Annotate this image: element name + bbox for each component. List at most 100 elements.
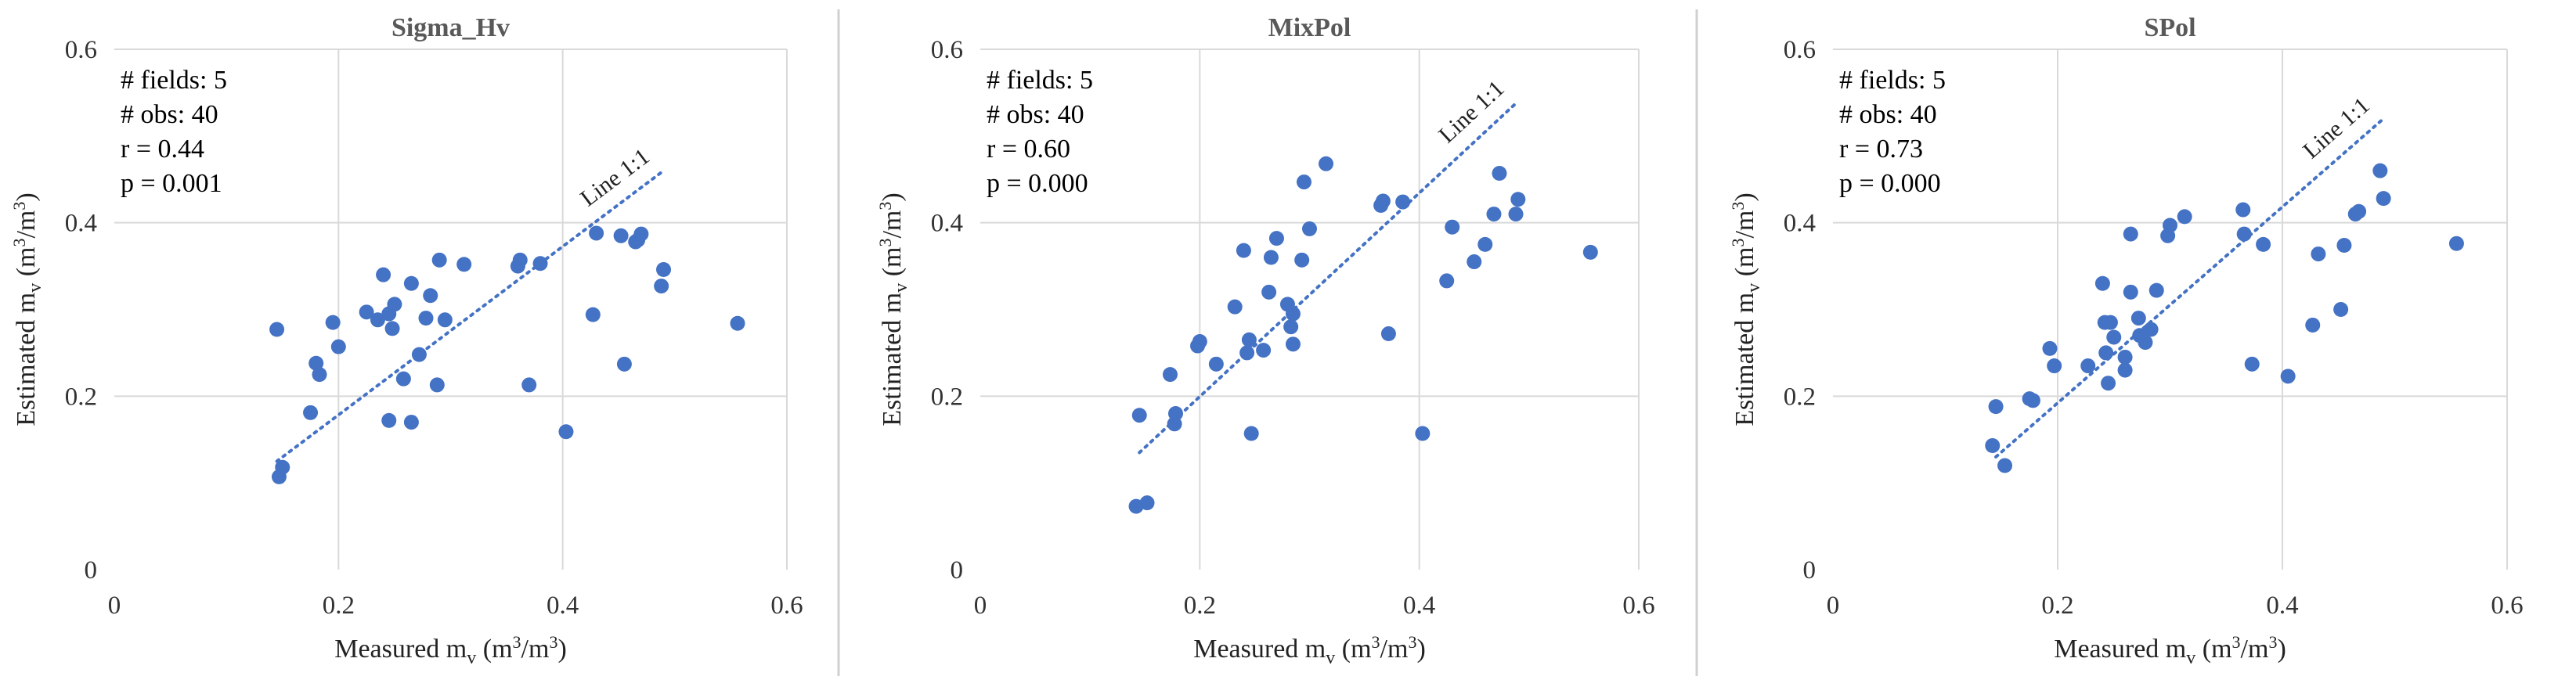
x-axis-label-unit: )	[2277, 635, 2286, 664]
y-axis-label-sup: 3	[1728, 202, 1748, 210]
data-point	[275, 459, 290, 475]
stats-line: r = 0.60	[987, 135, 1070, 164]
data-point	[1492, 165, 1507, 181]
y-axis-label-sub: v	[25, 283, 45, 293]
data-point	[1467, 254, 1482, 270]
y-axis-label-unit: )	[1730, 192, 1759, 201]
x-tick-label: 0.4	[547, 592, 579, 620]
data-point	[2080, 358, 2096, 374]
data-point	[1285, 306, 1301, 322]
y-axis-label-main: Estimated m	[1730, 293, 1759, 426]
stats-line: r = 0.73	[1839, 135, 1923, 164]
chart-title: Sigma_Hv	[391, 13, 510, 42]
data-point	[2101, 376, 2116, 391]
data-point	[2448, 236, 2464, 251]
data-point	[1302, 221, 1317, 236]
x-tick-label: 0.4	[1403, 592, 1435, 620]
x-axis-label-sub: v	[467, 648, 476, 668]
data-point	[585, 307, 601, 322]
x-axis-label-sup: 3	[1372, 632, 1380, 652]
data-point	[2025, 393, 2040, 408]
data-point	[1988, 399, 2004, 415]
x-tick-label: 0.2	[323, 592, 355, 620]
y-tick-label: 0.2	[931, 383, 963, 411]
y-axis-label-unit: (m	[878, 247, 907, 283]
data-point	[1227, 299, 1243, 315]
y-axis-label-sub: v	[891, 283, 911, 293]
data-point	[2280, 369, 2296, 384]
stats-line: # obs: 40	[987, 100, 1084, 129]
stats-line: p = 0.000	[1839, 169, 1941, 198]
y-tick-label: 0.2	[1784, 383, 1816, 411]
x-axis-label-unit: (m	[2195, 635, 2231, 664]
data-point	[2244, 356, 2260, 372]
data-point	[1375, 193, 1391, 209]
data-point	[1192, 334, 1207, 350]
data-point	[1139, 495, 1155, 511]
data-point	[616, 356, 632, 372]
data-point	[303, 405, 319, 420]
data-point	[2376, 191, 2391, 207]
x-axis-label-main: Measured m	[334, 635, 467, 664]
x-axis-label: Measured mv (m3/m3)	[2054, 632, 2286, 668]
y-axis-label-unit: /m	[12, 210, 41, 239]
x-axis-label-unit: (m	[476, 635, 512, 664]
y-axis-label-sup: 3	[9, 202, 29, 210]
data-point	[418, 311, 434, 326]
x-tick-label: 0	[974, 592, 987, 620]
data-point	[1162, 367, 1178, 383]
data-point	[376, 267, 391, 282]
data-point	[411, 347, 427, 362]
y-axis-label: Estimated mv (m3/m3)	[9, 192, 45, 426]
data-point	[1445, 219, 1460, 235]
x-tick-label: 0	[108, 592, 121, 620]
line-1-1	[1994, 117, 2386, 459]
data-point	[2117, 362, 2133, 378]
data-point	[2235, 202, 2251, 218]
data-point	[2130, 311, 2146, 326]
y-axis-label-unit: )	[12, 192, 41, 201]
data-point	[1283, 319, 1299, 335]
data-point	[2256, 236, 2271, 252]
y-axis-label-sub: v	[1744, 283, 1764, 293]
data-point	[2163, 218, 2177, 233]
data-point	[429, 377, 445, 393]
y-axis-label-sup: 3	[875, 202, 895, 210]
data-point	[532, 256, 548, 272]
data-point	[1296, 174, 1311, 190]
y-axis-label: Estimated mv (m3/m3)	[875, 192, 911, 426]
chart-panel-1: Sigma_Hv 0 0.2 0.4 0.6 0 0.2 0.4 0.6 Measured mv …	[9, 13, 803, 668]
x-axis-label-sup: 3	[513, 632, 521, 652]
x-axis-label-unit: (m	[1335, 635, 1371, 664]
y-tick-label: 0	[1803, 556, 1817, 584]
x-axis-label-main: Measured m	[1193, 635, 1326, 664]
stats-line: r = 0.44	[121, 135, 204, 164]
data-point	[2333, 302, 2349, 317]
stats-line: # obs: 40	[121, 100, 218, 129]
data-point	[1997, 458, 2013, 473]
data-point	[654, 279, 669, 294]
y-tick-label: 0.2	[65, 383, 97, 411]
x-axis-label-unit: /m	[1380, 635, 1409, 664]
x-tick-label: 0.2	[2041, 592, 2073, 620]
x-axis-label-unit: /m	[2241, 635, 2269, 664]
x-axis-label-sup: 3	[549, 632, 557, 652]
y-tick-label: 0	[85, 556, 98, 584]
stats-line: p = 0.000	[987, 169, 1088, 198]
y-tick-label: 0.6	[65, 36, 97, 64]
data-point	[330, 339, 346, 354]
data-point	[431, 252, 447, 268]
x-axis-label-sup: 3	[2268, 632, 2277, 652]
data-point	[512, 252, 528, 268]
data-point	[2305, 317, 2321, 333]
data-point	[387, 297, 402, 312]
data-point	[437, 312, 453, 328]
data-point	[1477, 236, 1493, 252]
data-point	[2372, 163, 2388, 178]
data-point	[1239, 345, 1255, 361]
y-tick-label: 0.4	[65, 210, 97, 238]
data-point	[403, 275, 419, 291]
line-1-1-label: Line 1:1	[1434, 75, 1509, 148]
